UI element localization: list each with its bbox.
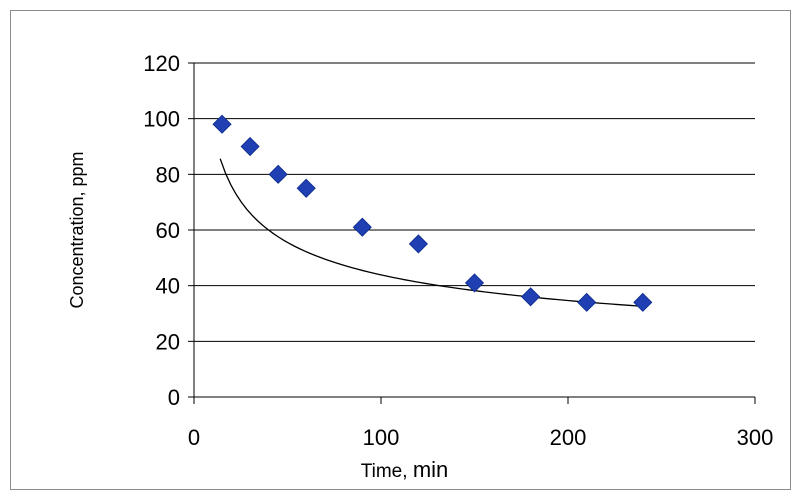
data-point [577,292,597,312]
data-point [521,287,541,307]
data-points [212,114,653,312]
data-point [240,136,260,157]
data-point [268,164,288,184]
x-axis-label: Time, min [361,457,449,482]
data-point [296,178,316,198]
y-tick-label-60: 60 [156,218,180,243]
y-tick-label-80: 80 [156,162,180,187]
gridlines [194,62,755,342]
data-point [633,292,653,312]
chart-frame: 0 20 40 60 80 100 120 0 100 200 300 Concentration,… [10,10,791,490]
x-tick-label-100: 100 [363,425,400,450]
x-tick-label-300: 300 [737,425,774,450]
y-tick-label-0: 0 [168,385,180,410]
x-tick-label-0: 0 [188,425,200,450]
tick-labels: 0 20 40 60 80 100 120 0 100 200 300 [143,51,773,450]
y-tick-label-20: 20 [156,329,180,354]
scatter-chart: 0 20 40 60 80 100 120 0 100 200 300 Concentration,… [67,51,773,482]
y-tick-label-120: 120 [143,51,180,76]
data-point [212,114,232,134]
x-axis-label-part-1: Time, [361,461,413,482]
x-tick-label-200: 200 [550,425,587,450]
trendline-group [219,158,643,307]
data-point [408,234,428,254]
trendline [219,158,643,307]
data-point [352,217,372,237]
y-tick-label-40: 40 [156,274,180,299]
y-axis-label: Concentration, ppm [67,151,87,308]
data-point [464,273,485,293]
x-axis-label-part-2: min [413,457,448,482]
axes [188,62,756,404]
y-tick-label-100: 100 [143,107,180,132]
